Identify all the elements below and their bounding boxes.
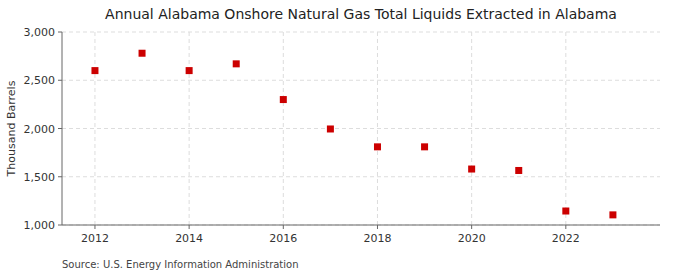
point [515,167,522,174]
x-grid-line [471,32,472,225]
y-grid-line [62,225,660,226]
x-grid-line [283,32,284,225]
y-grid-line [62,80,660,81]
x-tick [94,225,95,229]
x-tick-label: 2018 [363,232,391,245]
point [374,143,381,150]
y-grid-line [62,176,660,177]
x-tick [283,225,284,229]
x-axis-line [62,225,660,226]
x-tick [565,225,566,229]
x-tick [189,225,190,229]
y-tick-label: 3,000 [24,26,56,39]
x-grid-line [189,32,190,225]
x-grid-line [94,32,95,225]
point [91,67,98,74]
y-tick [58,80,62,81]
y-axis-line [62,32,63,225]
chart-svg: 1,000 1,500 2,000 2,500 3,000 2012 2014 2016 201… [0,0,675,275]
x-grid-line [377,32,378,225]
y-grid-line [62,32,660,33]
y-grid-line [62,128,660,129]
title: Annual Alabama Onshore Natural Gas Total… [105,6,617,22]
x-tick-label: 2020 [458,232,486,245]
y-tick-label: 1,500 [24,171,56,184]
point [186,67,193,74]
source-note: Source: U.S. Energy Information Administ… [62,259,299,270]
y-tick [58,128,62,129]
y-tick [58,225,62,226]
point [280,96,287,103]
x-tick-label: 2016 [269,232,297,245]
axes: 1,000 1,500 2,000 2,500 3,000 2012 2014 2016 201… [24,26,661,245]
grid [62,32,660,225]
y-tick-label: 1,000 [24,219,56,232]
x-tick-label: 2022 [552,232,580,245]
point [468,166,475,173]
chart-container: 1,000 1,500 2,000 2,500 3,000 2012 2014 2016 201… [0,0,675,275]
point [421,143,428,150]
x-tick [377,225,378,229]
x-tick [471,225,472,229]
points [91,50,616,219]
y-axis-label: Thousand Barrels [5,80,18,177]
y-tick [58,32,62,33]
point [562,208,569,215]
x-tick-label: 2012 [81,232,109,245]
point [609,211,616,218]
x-grid-line [565,32,566,225]
point [233,60,240,67]
point [327,125,334,132]
x-tick-label: 2014 [175,232,203,245]
y-tick [58,176,62,177]
point [139,50,146,57]
y-tick-label: 2,500 [24,74,56,87]
y-tick-label: 2,000 [24,123,56,136]
